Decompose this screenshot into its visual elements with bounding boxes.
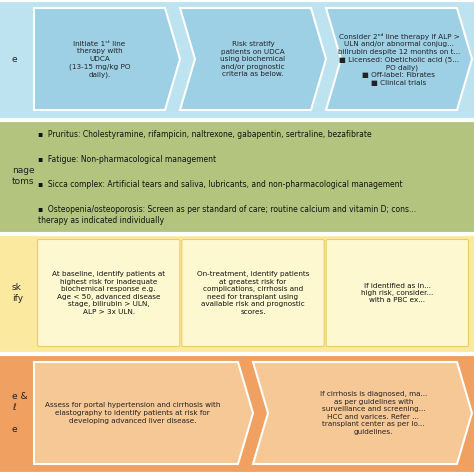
FancyBboxPatch shape [37,239,180,346]
FancyBboxPatch shape [182,239,324,346]
Bar [0,234,474,352]
Text: ▪  Osteopenia/osteoporosis: Screen as per standard of care; routine calcium and : ▪ Osteopenia/osteoporosis: Screen as per… [38,205,416,225]
Polygon shape [34,8,180,110]
Text: e &
ℓ

e: e & ℓ e [12,392,27,434]
FancyBboxPatch shape [326,239,468,346]
Text: ▪  Pruritus: Cholestyramine, rifampicin, naltrexone, gabapentin, sertraline, bez: ▪ Pruritus: Cholestyramine, rifampicin, … [38,130,372,139]
Text: At baseline, identify patients at
highest risk for inadequate
biochemical respon: At baseline, identify patients at highes… [52,271,165,315]
Text: On-treatment, identify patients
at greatest risk for
complications, cirrhosis an: On-treatment, identify patients at great… [197,271,309,315]
Polygon shape [253,362,472,464]
Polygon shape [326,8,472,110]
Text: Risk stratify
patients on UDCA
using biochemical
and/or prognostic
criteria as b: Risk stratify patients on UDCA using bio… [220,41,285,77]
Text: Consider 2ⁿᵈ line therapy if ALP >
ULN and/or abnormal conjug...
bilirubin despi: Consider 2ⁿᵈ line therapy if ALP > ULN a… [338,33,460,85]
Text: e: e [12,55,18,64]
Bar [0,0,474,118]
Text: sk
ify: sk ify [12,283,23,303]
Bar [0,354,474,472]
Text: nage
toms: nage toms [12,166,35,186]
Text: If identified as in...
high risk, consider...
with a PBC ex...: If identified as in... high risk, consid… [361,283,433,303]
Polygon shape [180,8,326,110]
Text: Initiate 1ˢᵗ line
therapy with
UDCA
(13-15 mg/kg PO
daily).: Initiate 1ˢᵗ line therapy with UDCA (13-… [69,40,130,78]
Text: Assess for portal hypertension and cirrhosis with
elastography to identify patie: Assess for portal hypertension and cirrh… [45,402,220,423]
Bar [0,120,474,232]
Text: If cirrhosis is diagnosed, ma...
as per guidelines with
surveillance and screeni: If cirrhosis is diagnosed, ma... as per … [320,391,427,435]
Text: ▪  Fatigue: Non-pharmacological management: ▪ Fatigue: Non-pharmacological managemen… [38,155,216,164]
Text: ▪  Sicca complex: Artificial tears and saliva, lubricants, and non-pharmacologic: ▪ Sicca complex: Artificial tears and sa… [38,180,402,189]
Polygon shape [34,362,253,464]
